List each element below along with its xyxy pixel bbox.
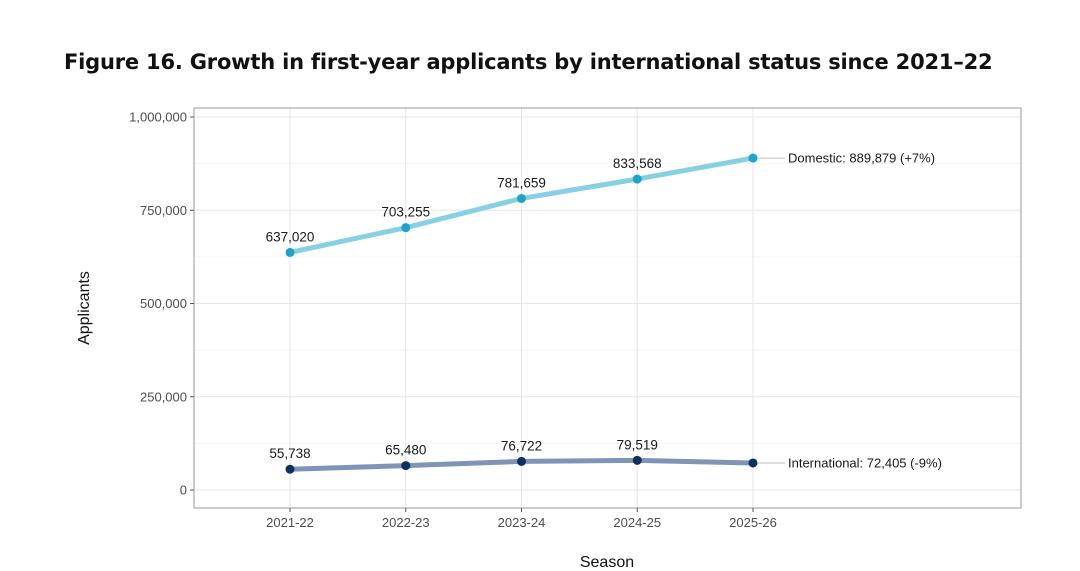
data-point bbox=[632, 174, 642, 184]
series-international: 55,738 65,480 76,722 79,519 International: 7… bbox=[269, 437, 942, 474]
grid-lines bbox=[194, 108, 1021, 508]
data-point bbox=[748, 153, 758, 163]
data-label: 833,568 bbox=[613, 156, 662, 171]
y-tick-label: 0 bbox=[180, 483, 187, 498]
data-label: 79,519 bbox=[617, 437, 658, 452]
figure-title: Figure 16. Growth in first-year applican… bbox=[64, 50, 993, 74]
y-tick-label: 750,000 bbox=[140, 203, 187, 218]
end-label: Domestic: 889,879 (+7%) bbox=[788, 151, 935, 166]
x-axis: 2021-22 2022-23 2023-24 2024-25 2025-26 bbox=[266, 508, 777, 530]
data-point bbox=[401, 223, 411, 233]
plot-panel-border bbox=[193, 107, 1022, 509]
data-point bbox=[285, 464, 295, 474]
data-point bbox=[517, 456, 526, 466]
data-point bbox=[285, 247, 295, 257]
y-tick-label: 1,000,000 bbox=[129, 110, 187, 125]
x-axis-title: Season bbox=[580, 554, 634, 571]
data-point bbox=[632, 455, 642, 465]
data-point bbox=[401, 461, 411, 471]
y-axis-title: Applicants bbox=[76, 271, 93, 345]
y-tick-label: 250,000 bbox=[140, 389, 187, 404]
data-label: 76,722 bbox=[501, 438, 542, 453]
y-axis: 0 250,000 500,000 750,000 1,000,000 bbox=[129, 110, 194, 498]
data-label: 703,255 bbox=[381, 205, 430, 220]
data-point bbox=[748, 458, 758, 468]
end-label: International: 72,405 (-9%) bbox=[788, 455, 942, 470]
data-label: 781,659 bbox=[497, 175, 546, 190]
x-tick-label: 2022-23 bbox=[382, 515, 430, 530]
y-tick-label: 500,000 bbox=[140, 296, 187, 311]
x-tick-label: 2023-24 bbox=[498, 515, 546, 530]
x-tick-label: 2024-25 bbox=[613, 515, 661, 530]
series-domestic: 637,020 703,255 781,659 833,568 Domestic: 88… bbox=[266, 151, 935, 257]
series-group: 637,020 703,255 781,659 833,568 Domestic: 88… bbox=[266, 151, 942, 474]
data-label: 55,738 bbox=[269, 446, 310, 461]
x-tick-label: 2025-26 bbox=[729, 515, 777, 530]
data-label: 65,480 bbox=[385, 443, 426, 458]
x-tick-label: 2021-22 bbox=[266, 515, 314, 530]
data-point bbox=[517, 193, 526, 203]
data-label: 637,020 bbox=[266, 229, 315, 244]
